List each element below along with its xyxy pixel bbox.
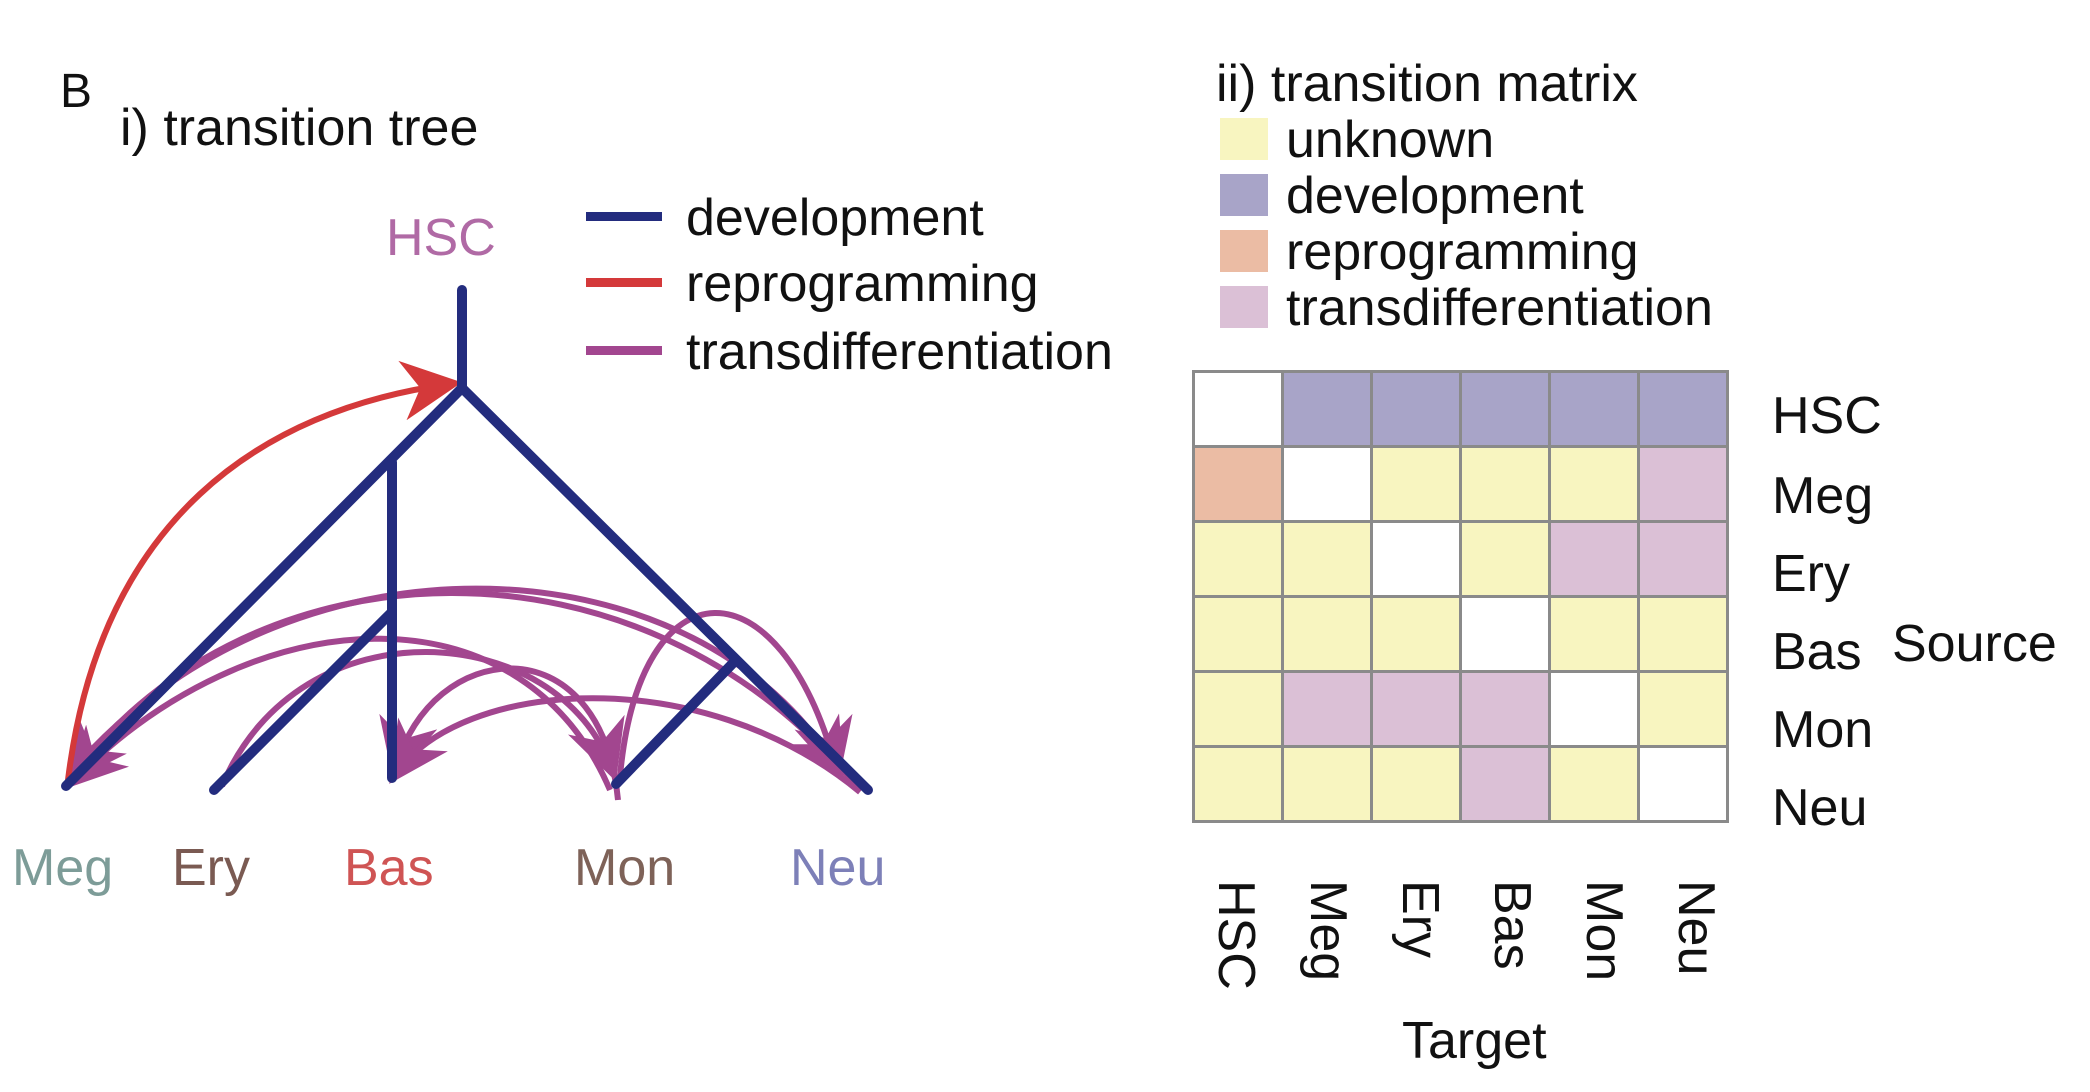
matrix-cell-meg-to-neu	[1637, 445, 1729, 523]
legend-swatch-transdifferentiation	[1220, 286, 1268, 328]
tree-leaf-neu: Neu	[790, 839, 886, 897]
matrix-cell-ery-to-hsc	[1192, 520, 1284, 598]
matrix-cell-meg-to-mon	[1548, 445, 1640, 523]
row-label-meg: Meg	[1772, 467, 1874, 525]
matrix-cell-neu-to-hsc	[1192, 745, 1284, 823]
tree-leaf-meg: Meg	[12, 839, 114, 897]
legend-label-reprogramming: reprogramming	[686, 255, 1039, 313]
matrix-cell-neu-to-meg	[1281, 745, 1373, 823]
row-label-neu: Neu	[1772, 779, 1868, 837]
legend-label-development-matrix: development	[1286, 167, 1584, 225]
tree-root-label: HSC	[386, 209, 496, 267]
transdifferentiation-arcs	[65, 585, 863, 801]
matrix-cell-meg-to-meg	[1281, 445, 1373, 523]
col-label-meg: Meg	[1299, 880, 1357, 982]
matrix-cell-bas-to-neu	[1637, 595, 1729, 673]
matrix-cell-ery-to-neu	[1637, 520, 1729, 598]
legend-swatch-unknown	[1220, 118, 1268, 160]
matrix-title: ii) transition matrix	[1216, 55, 1638, 113]
matrix-cell-hsc-to-ery	[1370, 370, 1462, 448]
dev-left-branch	[61, 383, 467, 791]
col-label-bas: Bas	[1483, 880, 1541, 970]
matrix-cell-hsc-to-bas	[1459, 370, 1551, 448]
matrix-cell-meg-to-bas	[1459, 445, 1551, 523]
target-axis-label: Target	[1402, 1012, 1547, 1070]
tree-leaf-ery: Ery	[172, 839, 250, 897]
matrix-cell-neu-to-bas	[1459, 745, 1551, 823]
matrix-cell-ery-to-bas	[1459, 520, 1551, 598]
legend-swatch-development	[1220, 174, 1268, 216]
col-label-hsc: HSC	[1207, 880, 1265, 990]
matrix-cell-neu-to-ery	[1370, 745, 1462, 823]
row-label-bas: Bas	[1772, 623, 1862, 681]
legend-label-unknown: unknown	[1286, 111, 1495, 169]
legend-label-development: development	[686, 189, 984, 247]
row-label-hsc: HSC	[1772, 387, 1882, 445]
matrix-cell-mon-to-neu	[1637, 670, 1729, 748]
col-label-neu: Neu	[1667, 880, 1725, 976]
arc-mon-to-meg	[65, 635, 613, 792]
matrix-cell-hsc-to-neu	[1637, 370, 1729, 448]
legend-label-reprogramming-matrix: reprogramming	[1286, 223, 1639, 281]
legend-line-transdifferentiation	[586, 346, 662, 355]
legend-label-transdifferentiation: transdifferentiation	[686, 323, 1113, 381]
matrix-cell-ery-to-meg	[1281, 520, 1373, 598]
dev-mon-branch	[611, 655, 741, 789]
tree-leaf-mon: Mon	[574, 839, 676, 897]
transition-tree-diagram	[61, 285, 873, 801]
arc-meg-to-hsc-reprogramming	[65, 360, 462, 781]
matrix-cell-ery-to-mon	[1548, 520, 1640, 598]
matrix-cell-bas-to-bas	[1459, 595, 1551, 673]
matrix-cell-bas-to-ery	[1370, 595, 1462, 673]
matrix-cell-mon-to-bas	[1459, 670, 1551, 748]
panel-letter: B	[60, 65, 93, 118]
matrix-cell-hsc-to-meg	[1281, 370, 1373, 448]
row-label-ery: Ery	[1772, 545, 1850, 603]
col-label-mon: Mon	[1575, 880, 1633, 982]
development-tree	[61, 285, 873, 795]
legend-line-reprogramming	[586, 278, 662, 287]
arc-mon-to-bas	[379, 665, 621, 801]
row-label-mon: Mon	[1772, 701, 1874, 759]
tree-title: i) transition tree	[120, 99, 479, 157]
matrix-cell-mon-to-mon	[1548, 670, 1640, 748]
matrix-cell-neu-to-mon	[1548, 745, 1640, 823]
matrix-cell-mon-to-hsc	[1192, 670, 1284, 748]
matrix-cell-ery-to-ery	[1370, 520, 1462, 598]
matrix-cell-hsc-to-hsc	[1192, 370, 1284, 448]
matrix-cell-mon-to-meg	[1281, 670, 1373, 748]
matrix-cell-hsc-to-mon	[1548, 370, 1640, 448]
matrix-cell-meg-to-hsc	[1192, 445, 1284, 523]
arc-neu-to-bas	[389, 695, 862, 795]
dev-right-branch	[457, 383, 873, 795]
legend-line-development	[586, 212, 662, 221]
legend-swatch-reprogramming	[1220, 230, 1268, 272]
matrix-cell-meg-to-ery	[1370, 445, 1462, 523]
tree-leaf-bas: Bas	[344, 839, 434, 897]
source-axis-label: Source	[1892, 615, 2057, 673]
legend-label-transdifferentiation-matrix: transdifferentiation	[1286, 279, 1713, 337]
matrix-cell-neu-to-neu	[1637, 745, 1729, 823]
matrix-cell-bas-to-mon	[1548, 595, 1640, 673]
matrix-cell-bas-to-hsc	[1192, 595, 1284, 673]
dev-ery-branch	[209, 607, 397, 795]
matrix-cell-mon-to-ery	[1370, 670, 1462, 748]
matrix-cell-bas-to-meg	[1281, 595, 1373, 673]
col-label-ery: Ery	[1391, 880, 1449, 958]
arc-ery-to-mon	[219, 649, 625, 788]
